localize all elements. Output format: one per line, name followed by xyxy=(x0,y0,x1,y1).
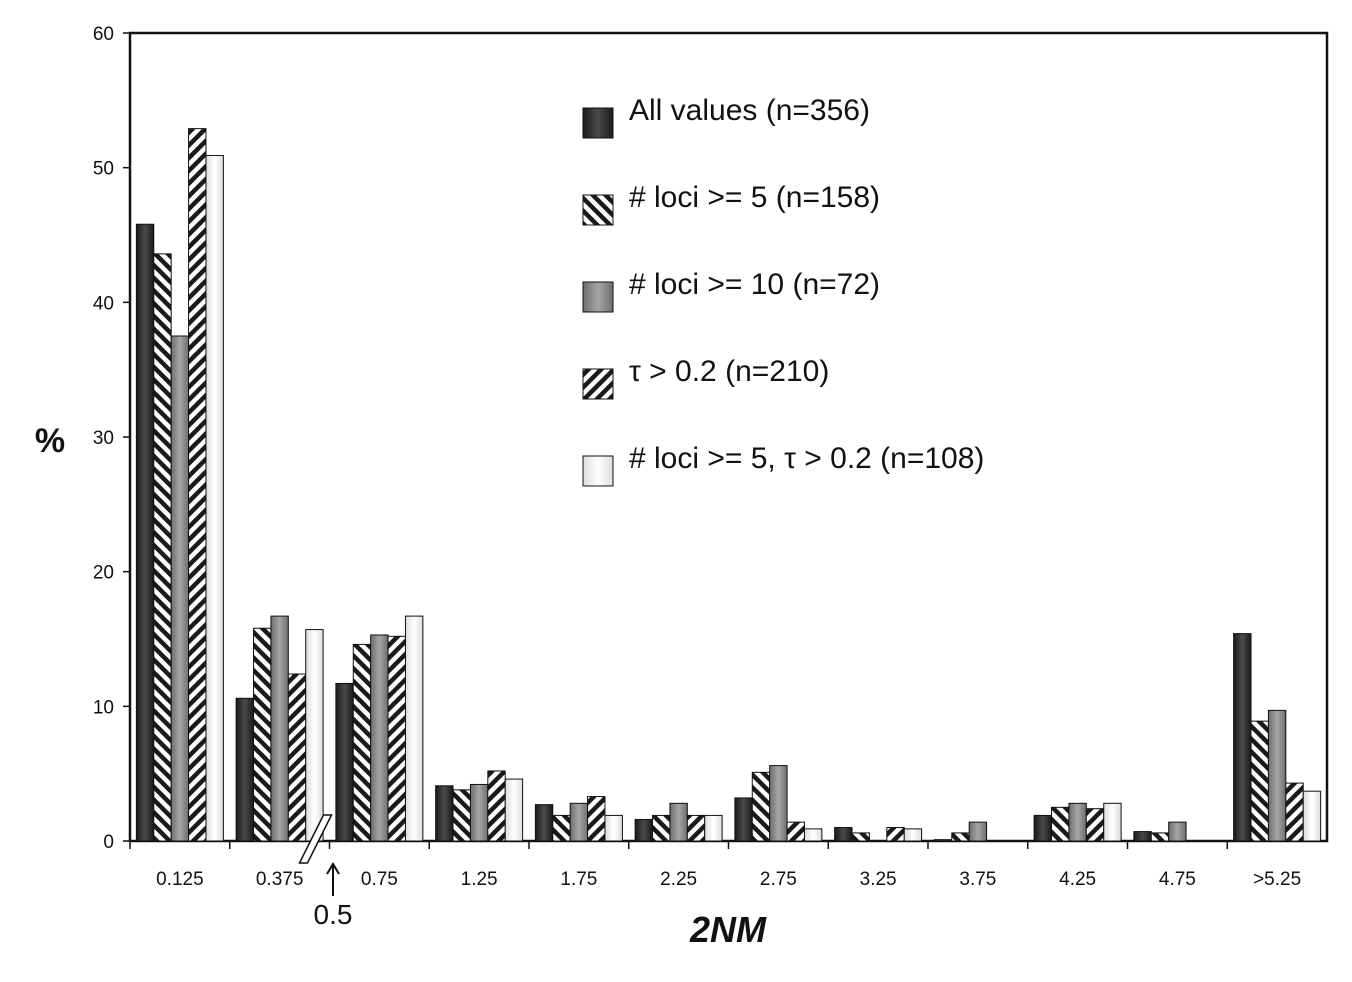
bar-series-2 xyxy=(951,832,970,842)
bar-series-2 xyxy=(352,643,372,842)
bar-series-4 xyxy=(387,635,406,842)
bar-series-1 xyxy=(135,223,155,842)
bar-series-3 xyxy=(469,783,489,842)
x-tick-label: >5.25 xyxy=(1253,869,1301,890)
bar-series-5 xyxy=(604,814,623,842)
bar-series-5 xyxy=(305,629,324,842)
bar-series-2 xyxy=(552,814,571,842)
bar-series-1 xyxy=(1033,814,1053,842)
bar-series-2 xyxy=(452,789,471,842)
bar-series-2 xyxy=(1250,720,1269,842)
bar-series-1 xyxy=(235,697,255,842)
bar-series-4 xyxy=(587,796,606,842)
bar-series-5 xyxy=(704,814,723,842)
y-axis-label: % xyxy=(35,422,65,460)
legend-label-1: All values (n=356) xyxy=(629,94,870,127)
legend-label-5: # loci >= 5, τ > 0.2 (n=108) xyxy=(629,442,984,475)
x-tick-label: 1.25 xyxy=(461,869,498,890)
bar-series-1 xyxy=(1233,633,1252,842)
bar-series-3 xyxy=(170,335,190,842)
bar-series-1 xyxy=(335,682,354,842)
legend-label-3: # loci >= 10 (n=72) xyxy=(629,268,880,301)
bar-series-2 xyxy=(751,771,771,842)
bar-series-2 xyxy=(1150,832,1170,842)
bar-series-1 xyxy=(734,797,753,842)
y-tick-label: 60 xyxy=(93,24,114,45)
bar-series-5 xyxy=(504,778,524,842)
bar-series-5 xyxy=(803,828,823,842)
bar-series-3 xyxy=(569,802,589,842)
bar-series-5 xyxy=(205,155,224,842)
bar-series-2 xyxy=(652,814,671,842)
bar-series-4 xyxy=(886,827,905,842)
bar-series-4 xyxy=(1085,808,1105,842)
legend-swatch-2 xyxy=(582,194,614,226)
bar-series-3 xyxy=(1168,821,1187,842)
bar-series-3 xyxy=(1267,709,1287,842)
bar-series-5 xyxy=(404,615,424,842)
bar-series-4 xyxy=(786,821,805,842)
bar-series-2 xyxy=(851,832,870,842)
annotation-label: 0.5 xyxy=(314,899,353,930)
bar-series-3 xyxy=(1068,802,1087,842)
bar-series-1 xyxy=(634,818,654,842)
legend-label-2: # loci >= 5 (n=158) xyxy=(629,181,880,214)
bar-series-3 xyxy=(968,821,988,842)
x-tick-label: 2.25 xyxy=(660,869,697,890)
legend-label-4: τ > 0.2 (n=210) xyxy=(629,355,829,388)
bar-series-4 xyxy=(188,128,207,842)
bar-series-4 xyxy=(686,814,706,842)
x-tick-label: 3.75 xyxy=(959,869,996,890)
x-tick-label: 0.75 xyxy=(361,869,398,890)
bar-series-1 xyxy=(435,785,454,842)
x-tick-label: 0.125 xyxy=(156,869,204,890)
legend-swatch-1 xyxy=(582,107,614,139)
legend-swatch-5 xyxy=(582,455,614,487)
y-tick-label: 30 xyxy=(93,428,114,449)
x-tick-label: 4.75 xyxy=(1159,869,1196,890)
bar-series-1 xyxy=(834,827,853,842)
bar-series-4 xyxy=(287,673,307,842)
y-tick-label: 10 xyxy=(93,697,114,718)
bar-series-4 xyxy=(487,770,506,842)
x-tick-label: 0.375 xyxy=(256,869,304,890)
bar-series-5 xyxy=(903,828,923,842)
legend-swatch-4 xyxy=(582,368,614,400)
bar-series-3 xyxy=(370,634,389,842)
bar-series-1 xyxy=(534,804,554,842)
bar-series-2 xyxy=(253,627,272,842)
y-tick-label: 20 xyxy=(93,563,114,584)
axis-break-mark xyxy=(298,814,333,864)
bar-series-2 xyxy=(153,253,172,842)
y-tick-label: 50 xyxy=(93,159,114,180)
bar-series-3 xyxy=(669,802,688,842)
x-tick-label: 4.25 xyxy=(1059,869,1096,890)
bar-series-5 xyxy=(1302,790,1322,842)
annotation-0-5: 0.5 xyxy=(314,862,353,930)
y-tick-label: 40 xyxy=(93,293,114,314)
x-tick-label: 3.25 xyxy=(860,869,897,890)
bar-series-2 xyxy=(1051,806,1070,842)
x-tick-label: 2.75 xyxy=(760,869,797,890)
bar-series-3 xyxy=(270,615,289,842)
bar-series-5 xyxy=(1103,802,1122,842)
legend-swatch-3 xyxy=(582,281,614,313)
y-tick-label: 0 xyxy=(103,832,114,853)
x-tick-label: 1.75 xyxy=(560,869,597,890)
bar-series-1 xyxy=(1133,831,1152,842)
legend: All values (n=356) # loci >= 5 (n=158) # l… xyxy=(582,94,984,487)
annotation-arrow-head xyxy=(326,862,340,875)
bar-series-1 xyxy=(933,839,953,842)
bar-series-4 xyxy=(1285,782,1304,842)
bar-series-3 xyxy=(769,765,788,842)
x-axis-label: 2NM xyxy=(689,909,767,950)
